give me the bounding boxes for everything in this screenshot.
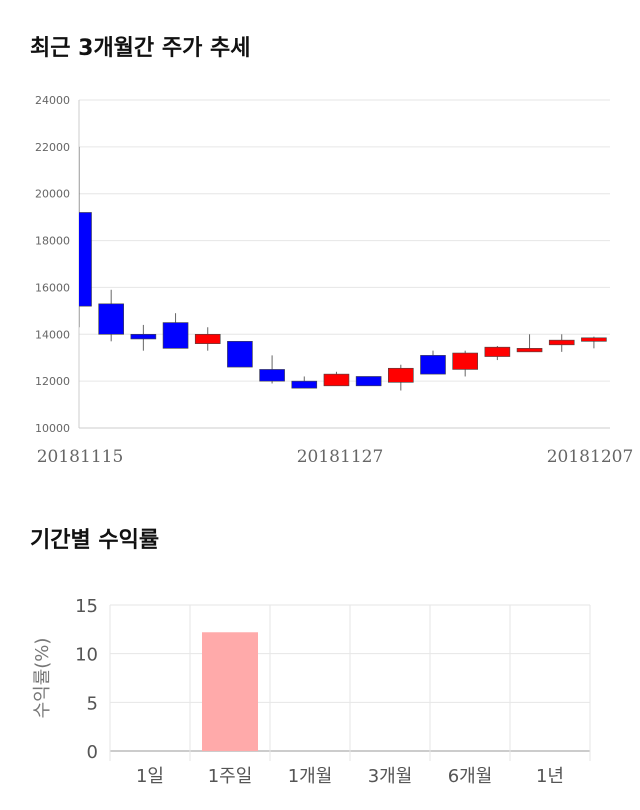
x-tick-label: 1일 <box>136 766 164 787</box>
candle-body <box>291 380 318 389</box>
x-tick-label: 20181115 <box>37 447 124 467</box>
y-tick-label: 10 <box>75 645 98 666</box>
candle-body <box>420 355 446 375</box>
candle-body <box>548 339 575 346</box>
candlestick-chart: 24000 22000 20000 18000 16000 14000 12000 10000… <box>35 94 634 467</box>
candle-body <box>452 352 478 370</box>
x-tick-label: 1년 <box>536 766 564 787</box>
candle-body <box>194 333 221 344</box>
x-tick-label: 6개월 <box>448 766 493 787</box>
y-tick-label: 15 <box>75 596 98 617</box>
candle-body <box>130 333 157 340</box>
candle-body <box>162 322 189 349</box>
y-tick-label: 16000 <box>35 281 70 294</box>
candles-group <box>79 146 607 391</box>
candle-body <box>227 341 253 368</box>
candle-body <box>323 373 350 387</box>
return-bar <box>202 632 258 751</box>
y-tick-label: 14000 <box>35 328 70 341</box>
y-tick-label: 0 <box>87 742 98 763</box>
candle-body <box>388 367 414 383</box>
candle-body <box>79 212 92 307</box>
y-tick-label: 18000 <box>35 235 70 248</box>
candle-body <box>98 303 124 335</box>
candle-body <box>355 376 382 387</box>
x-tick-label: 1주일 <box>208 766 253 787</box>
x-tick-label: 20181127 <box>297 447 384 467</box>
return-bar-chart: 15 10 5 0 1일 1주일 1개월 3개월 6개월 1년 수익률(%) <box>32 596 591 787</box>
y-tick-label: 12000 <box>35 375 70 388</box>
candle-body <box>581 337 607 342</box>
y-tick-label: 20000 <box>35 188 70 201</box>
y-tick-label: 24000 <box>35 94 70 107</box>
candle-body <box>484 346 511 357</box>
y-tick-label: 5 <box>87 693 98 714</box>
candle-body <box>259 369 285 382</box>
y-tick-label: 22000 <box>35 141 70 154</box>
candle-body <box>516 348 543 353</box>
y-axis-label: 수익률(%) <box>32 638 53 719</box>
stock-trend-title: 최근 3개월간 주가 추세 <box>30 36 251 61</box>
period-return-title: 기간별 수익률 <box>30 528 160 553</box>
y-tick-label: 10000 <box>35 422 70 435</box>
x-tick-label: 3개월 <box>368 766 413 787</box>
x-tick-label: 1개월 <box>288 766 333 787</box>
x-tick-label: 20181207 <box>547 447 634 467</box>
